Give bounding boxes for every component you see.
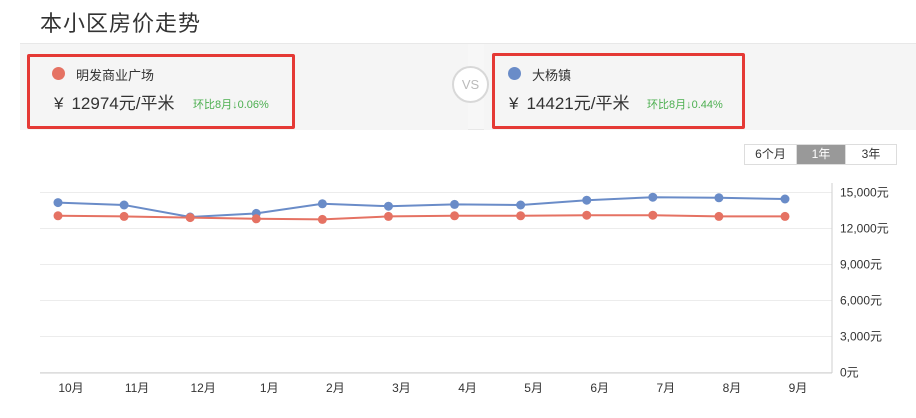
x-tick-label: 12月 (191, 381, 216, 395)
x-tick-label: 7月 (656, 381, 675, 395)
x-tick-label: 1月 (260, 381, 279, 395)
left-legend-dot (52, 67, 65, 80)
left-change: 环比8月↓0.06% (193, 99, 269, 111)
y-tick-label: 9,000元 (840, 258, 882, 272)
x-tick-label: 8月 (723, 381, 742, 395)
data-point (53, 198, 63, 208)
y-tick-label: 3,000元 (840, 330, 882, 344)
data-point (383, 201, 393, 211)
data-point (119, 200, 129, 210)
range-tab-3-years[interactable]: 3年 (846, 145, 896, 164)
data-point (582, 195, 592, 205)
data-point (53, 211, 63, 221)
y-tick-label: 0元 (840, 366, 859, 380)
left-price-value: 12974元/平米 (71, 94, 175, 113)
range-tabs: 6个月 1年 3年 (744, 144, 897, 165)
x-tick-label: 10月 (58, 381, 83, 395)
data-point (119, 211, 129, 221)
y-tick-label: 12,000元 (840, 222, 889, 236)
left-community-name: 明发商业广场 (76, 68, 155, 83)
data-point (714, 211, 724, 221)
x-tick-label: 6月 (590, 381, 609, 395)
left-highlight-box (27, 54, 295, 129)
data-point (516, 211, 526, 221)
data-point (383, 211, 393, 221)
data-point (317, 214, 327, 224)
data-point (317, 199, 327, 209)
x-tick-label: 11月 (125, 381, 149, 395)
right-price-value: 14421元/平米 (526, 94, 630, 113)
x-tick-label: 2月 (326, 381, 345, 395)
y-tick-label: 6,000元 (840, 294, 882, 308)
data-point (780, 211, 790, 221)
data-point (648, 192, 658, 202)
page-title: 本小区房价走势 (40, 11, 202, 36)
data-point (450, 199, 460, 209)
right-highlight-box (492, 53, 745, 129)
x-tick-label: 4月 (458, 381, 477, 395)
y-tick-label: 15,000元 (840, 186, 889, 200)
right-change: 环比8月↓0.44% (647, 99, 723, 111)
data-point (714, 193, 724, 203)
range-tab-1-year[interactable]: 1年 (797, 145, 846, 164)
left-currency: ¥ (54, 94, 64, 113)
data-point (780, 194, 790, 204)
data-point (185, 213, 195, 223)
data-point (582, 210, 592, 220)
data-point (516, 200, 526, 210)
left-price: ¥12974元/平米 (54, 89, 174, 114)
x-tick-label: 5月 (524, 381, 543, 395)
right-currency: ¥ (509, 94, 519, 113)
right-price: ¥14421元/平米 (509, 89, 629, 114)
x-tick-label: 9月 (789, 381, 808, 395)
data-point (251, 214, 261, 224)
x-tick-label: 3月 (392, 381, 411, 395)
compare-left-panel (20, 44, 468, 130)
vs-badge: VS (452, 66, 489, 103)
series-line (57, 196, 786, 219)
data-point (450, 211, 460, 221)
right-community-name: 大杨镇 (532, 68, 572, 83)
series-line (57, 214, 785, 221)
right-legend-dot (508, 67, 521, 80)
data-point (648, 210, 658, 220)
range-tab-6-months[interactable]: 6个月 (745, 145, 797, 164)
compare-right-panel (484, 44, 916, 130)
